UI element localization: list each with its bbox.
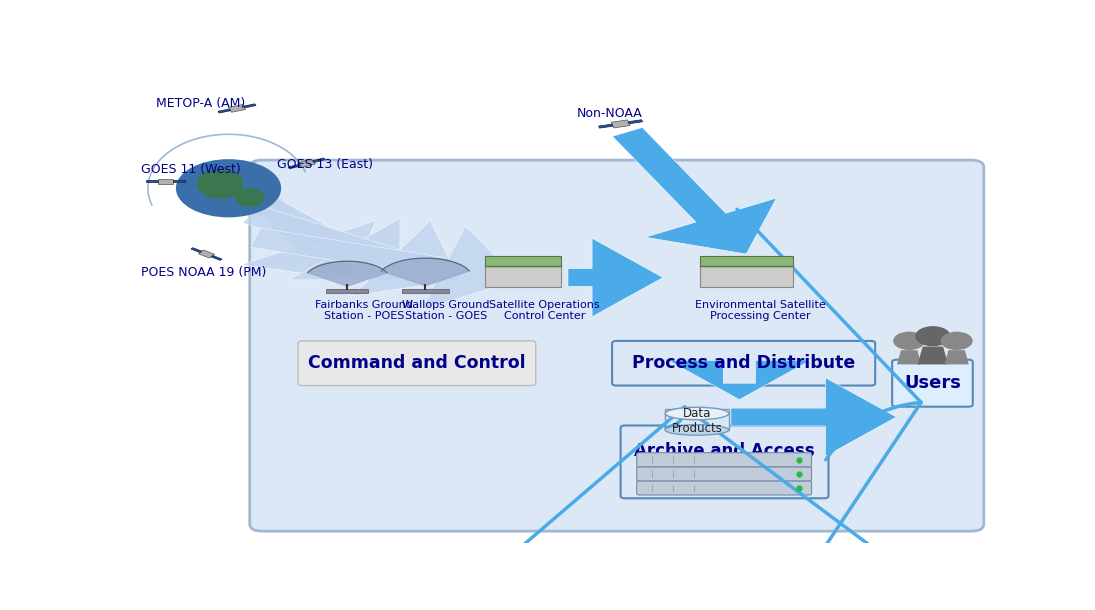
Circle shape	[915, 327, 949, 346]
Ellipse shape	[235, 188, 265, 207]
Polygon shape	[159, 179, 173, 184]
Ellipse shape	[665, 407, 729, 420]
Polygon shape	[897, 350, 921, 364]
Polygon shape	[234, 188, 400, 280]
Text: Wallops Ground
Station - GOES: Wallops Ground Station - GOES	[403, 300, 489, 321]
Polygon shape	[288, 164, 300, 169]
Polygon shape	[218, 109, 231, 113]
Polygon shape	[228, 176, 377, 280]
Circle shape	[176, 159, 281, 217]
FancyBboxPatch shape	[636, 453, 811, 467]
Text: Environmental Satellite
Processing Center: Environmental Satellite Processing Cente…	[695, 300, 826, 321]
FancyArrowPatch shape	[737, 209, 921, 610]
FancyBboxPatch shape	[636, 481, 811, 495]
Polygon shape	[146, 181, 159, 182]
FancyBboxPatch shape	[250, 160, 983, 531]
Ellipse shape	[665, 425, 729, 435]
Polygon shape	[918, 346, 948, 364]
Text: POES NOAA 19 (PM): POES NOAA 19 (PM)	[141, 267, 266, 279]
Polygon shape	[944, 350, 969, 364]
Bar	[665, 409, 729, 430]
Polygon shape	[599, 124, 613, 128]
Polygon shape	[243, 104, 256, 108]
Text: GOES 13 (East): GOES 13 (East)	[277, 158, 373, 171]
Polygon shape	[730, 378, 897, 456]
FancyArrowPatch shape	[482, 407, 898, 581]
Text: Process and Distribute: Process and Distribute	[632, 354, 855, 372]
Text: Fairbanks Ground
Station - POES: Fairbanks Ground Station - POES	[315, 300, 413, 321]
Polygon shape	[611, 120, 630, 128]
Polygon shape	[568, 239, 664, 317]
Polygon shape	[668, 361, 810, 400]
Bar	[700, 256, 793, 265]
Text: Command and Control: Command and Control	[308, 354, 526, 372]
Polygon shape	[173, 181, 185, 182]
Polygon shape	[229, 104, 245, 112]
Polygon shape	[198, 250, 215, 258]
Text: GOES 11 (West): GOES 11 (West)	[141, 163, 241, 176]
Bar	[485, 256, 561, 265]
Ellipse shape	[197, 168, 243, 199]
FancyBboxPatch shape	[612, 341, 875, 386]
FancyBboxPatch shape	[621, 426, 829, 498]
Polygon shape	[612, 127, 776, 254]
Polygon shape	[298, 159, 315, 168]
Polygon shape	[191, 248, 201, 253]
Polygon shape	[313, 158, 325, 162]
Polygon shape	[308, 261, 387, 286]
Bar	[326, 289, 368, 293]
Text: Archive and Access
(CLASS): Archive and Access (CLASS)	[634, 442, 815, 481]
Circle shape	[942, 332, 972, 350]
Bar	[700, 265, 793, 287]
Text: METOP-A (AM): METOP-A (AM)	[155, 97, 245, 110]
Text: Non-NOAA: Non-NOAA	[576, 107, 642, 120]
Circle shape	[894, 332, 924, 350]
Polygon shape	[251, 226, 519, 309]
Polygon shape	[243, 206, 460, 296]
Bar	[485, 265, 561, 287]
FancyBboxPatch shape	[636, 467, 811, 481]
Polygon shape	[381, 258, 470, 285]
Polygon shape	[211, 256, 222, 260]
Text: Satellite Operations
Control Center: Satellite Operations Control Center	[489, 300, 600, 321]
FancyBboxPatch shape	[892, 360, 972, 407]
Bar	[402, 289, 449, 293]
Text: Data
Products: Data Products	[671, 407, 723, 435]
Polygon shape	[629, 120, 643, 124]
Text: Users: Users	[904, 374, 961, 392]
FancyBboxPatch shape	[298, 341, 535, 386]
